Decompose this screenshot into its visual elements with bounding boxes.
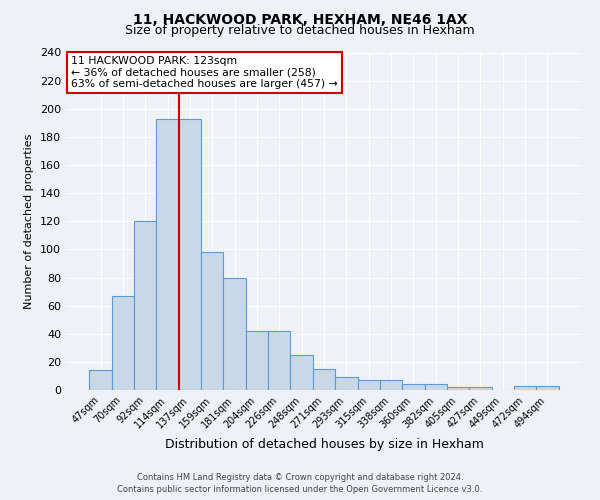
X-axis label: Distribution of detached houses by size in Hexham: Distribution of detached houses by size …	[164, 438, 484, 451]
Y-axis label: Number of detached properties: Number of detached properties	[25, 134, 34, 309]
Bar	[335, 378, 358, 390]
Bar	[358, 380, 380, 390]
Bar	[514, 386, 536, 390]
Bar	[313, 369, 335, 390]
Bar	[469, 387, 491, 390]
Text: 11, HACKWOOD PARK, HEXHAM, NE46 1AX: 11, HACKWOOD PARK, HEXHAM, NE46 1AX	[133, 12, 467, 26]
Text: Contains HM Land Registry data © Crown copyright and database right 2024.
Contai: Contains HM Land Registry data © Crown c…	[118, 472, 482, 494]
Bar	[402, 384, 425, 390]
Bar	[536, 386, 559, 390]
Text: Size of property relative to detached houses in Hexham: Size of property relative to detached ho…	[125, 24, 475, 37]
Bar	[201, 252, 223, 390]
Bar	[380, 380, 402, 390]
Bar	[425, 384, 447, 390]
Bar	[89, 370, 112, 390]
Bar	[268, 331, 290, 390]
Bar	[157, 118, 179, 390]
Bar	[246, 331, 268, 390]
Bar	[223, 278, 246, 390]
Text: 11 HACKWOOD PARK: 123sqm
← 36% of detached houses are smaller (258)
63% of semi-: 11 HACKWOOD PARK: 123sqm ← 36% of detach…	[71, 56, 338, 89]
Bar	[134, 221, 157, 390]
Bar	[179, 118, 201, 390]
Bar	[112, 296, 134, 390]
Bar	[290, 355, 313, 390]
Bar	[447, 387, 469, 390]
